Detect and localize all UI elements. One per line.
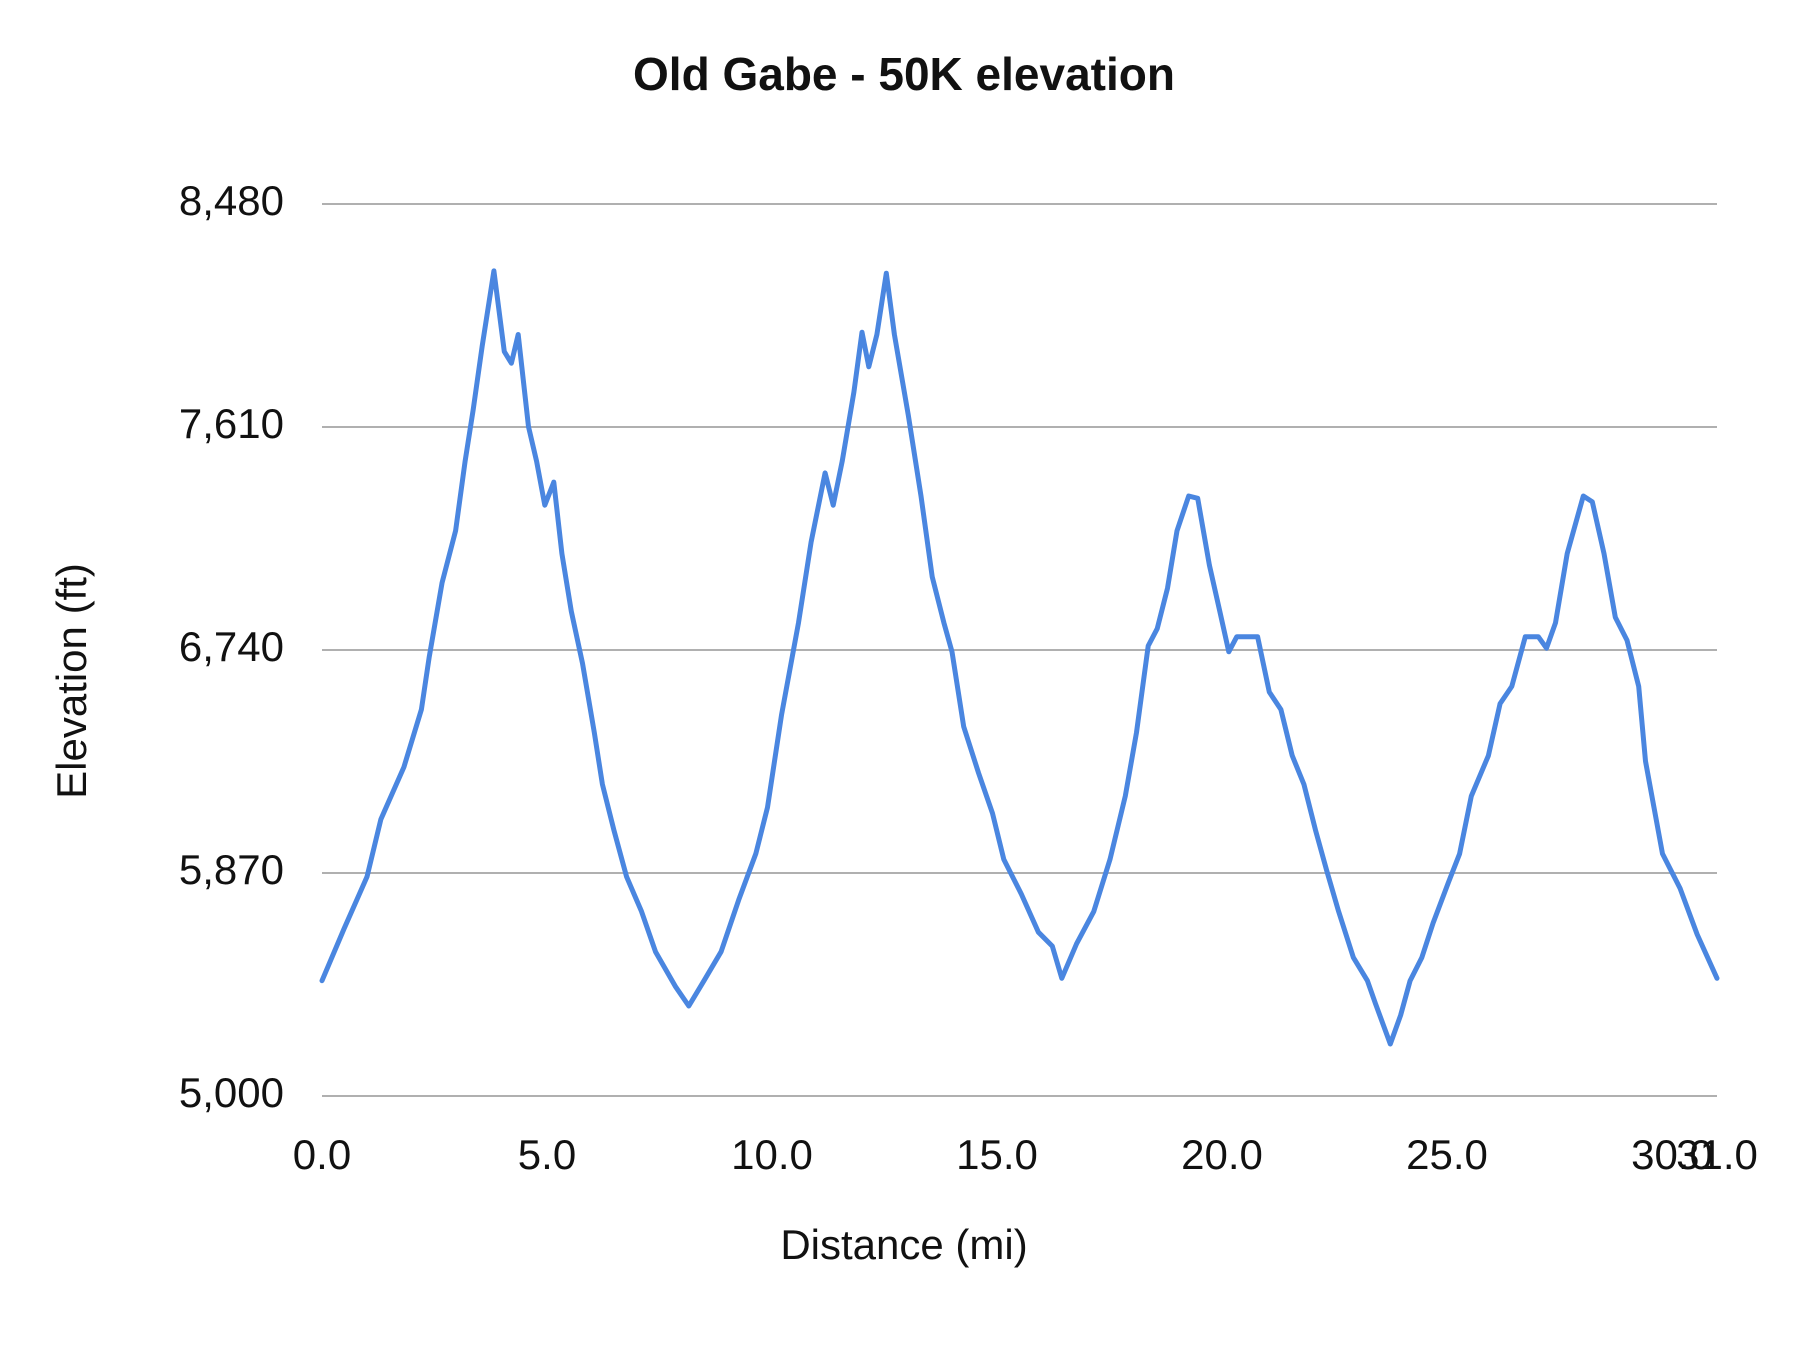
y-tick-label: 8,480 <box>179 177 284 224</box>
y-tick-label: 5,870 <box>179 846 284 893</box>
elevation-line <box>319 268 1720 1047</box>
x-tick-label: 10.0 <box>731 1131 813 1178</box>
x-axis-title: Distance (mi) <box>780 1221 1027 1268</box>
y-tick-label: 6,740 <box>179 623 284 670</box>
x-tick-label: 31.0 <box>1676 1131 1758 1178</box>
y-axis-title: Elevation (ft) <box>48 563 95 799</box>
x-tick-label: 0.0 <box>293 1131 351 1178</box>
x-tick-label: 15.0 <box>956 1131 1038 1178</box>
x-tick-label: 5.0 <box>518 1131 576 1178</box>
x-tick-label: 30.0 <box>1631 1131 1713 1178</box>
y-tick-label: 5,000 <box>179 1069 284 1116</box>
y-tick-label: 7,610 <box>179 400 284 447</box>
chart-title: Old Gabe - 50K elevation <box>633 48 1175 100</box>
x-tick-label: 25.0 <box>1406 1131 1488 1178</box>
x-tick-label: 20.0 <box>1181 1131 1263 1178</box>
